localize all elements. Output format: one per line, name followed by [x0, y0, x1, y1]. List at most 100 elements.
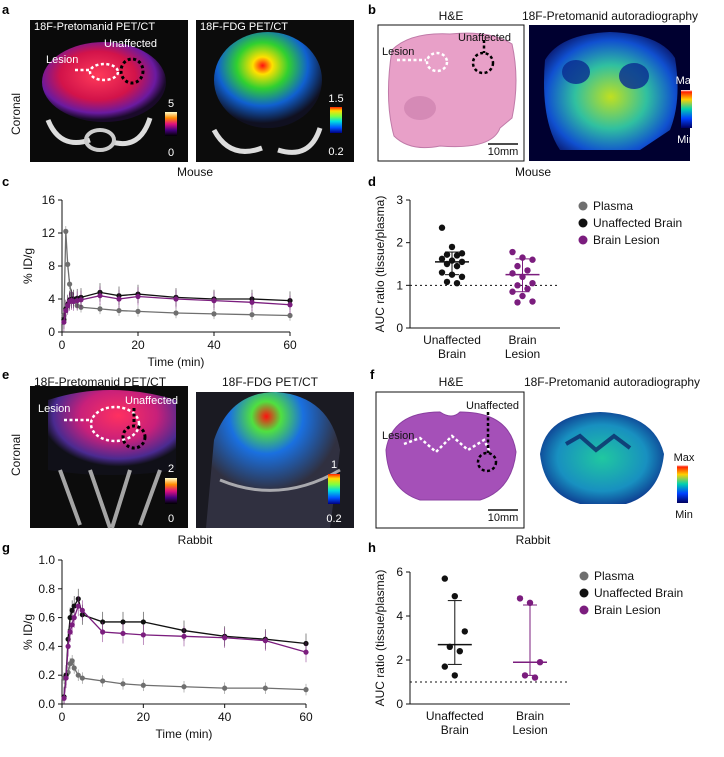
x-axis-title: Time (min)	[148, 355, 205, 369]
x-axis-title: Time (min)	[156, 727, 213, 741]
data-point	[303, 687, 309, 693]
data-point	[453, 262, 461, 270]
lesion-roi	[89, 405, 141, 443]
category-label: Brain	[516, 709, 544, 723]
data-point	[173, 310, 179, 316]
data-point	[451, 593, 458, 600]
data-point	[173, 296, 179, 302]
low-uptake-region	[565, 433, 632, 453]
data-point	[531, 674, 539, 681]
data-point	[536, 659, 544, 666]
legend-label: Plasma	[594, 569, 634, 583]
data-point	[249, 299, 255, 305]
chart-g: 0.0 0.2 0.4 0.6 0.8 1.0 0 20 40 60 Time (min) % ID/…	[21, 553, 313, 741]
y-tick-label: 0	[396, 321, 403, 335]
colorbar-jet	[330, 107, 342, 133]
data-point	[448, 271, 456, 278]
legend-label: Plasma	[593, 199, 633, 213]
data-point	[262, 638, 268, 644]
title-fdg-pet: 18F-FDG PET/CT	[222, 375, 319, 389]
data-point	[120, 619, 126, 625]
data-point	[438, 269, 446, 276]
data-point	[514, 299, 521, 306]
data-point	[438, 224, 446, 231]
data-point	[443, 260, 451, 268]
x-tick-label: 20	[131, 338, 145, 352]
panel-e: e Lesion Unaffected 2 0 18F-Pretomanid P…	[2, 367, 354, 547]
skull-bone	[211, 127, 323, 155]
scale-max: 1.5	[328, 93, 343, 105]
unaffected-roi	[121, 424, 147, 450]
colorbar-auto	[681, 90, 692, 128]
panel-g-letter: g	[2, 540, 10, 555]
low-uptake-region	[619, 63, 649, 89]
data-point	[100, 678, 106, 684]
lesion-label: Lesion	[382, 46, 414, 58]
data-point	[438, 255, 446, 263]
data-point	[75, 672, 81, 678]
x-tick-label: 0	[59, 710, 66, 724]
legend-marker	[579, 588, 589, 598]
panel-h-letter: h	[368, 540, 376, 555]
chart-c: 0 4 8 12 16 0 20 40 60 Time (min) % ID/g	[21, 193, 297, 369]
scale-min: 0	[168, 147, 174, 159]
data-point	[453, 252, 461, 259]
series-line	[63, 597, 307, 697]
data-point	[71, 665, 77, 671]
y-axis-title: AUC ratio (tissue/plasma)	[373, 570, 387, 707]
legend-marker	[579, 571, 589, 581]
he-tissue	[385, 411, 517, 501]
jaw-bone	[84, 128, 116, 152]
scale-max: 5	[168, 98, 174, 110]
data-point	[181, 684, 187, 690]
y-tick-label: 0.4	[38, 639, 55, 653]
scale-min: 0.2	[326, 513, 341, 525]
panel-f-letter: f	[370, 367, 375, 382]
legend-marker	[578, 201, 588, 211]
data-point	[63, 307, 69, 314]
panel-a: a Lesion Unaffected 5 0 18F-Pretomanid P…	[2, 2, 354, 179]
data-point	[509, 288, 516, 295]
title-pretomanid-pet: 18F-Pretomanid PET/CT	[34, 21, 155, 33]
lesion-roi	[425, 51, 449, 73]
data-point	[140, 632, 146, 638]
data-point	[524, 267, 531, 274]
data-point	[249, 312, 255, 318]
unaffected-label: Unaffected	[458, 32, 511, 44]
scale-max: 2	[168, 463, 174, 475]
y-tick-label: 4	[396, 609, 403, 623]
colorbar-fire	[165, 112, 177, 136]
data-point	[519, 254, 526, 261]
data-point	[443, 251, 451, 258]
data-point	[67, 281, 73, 287]
category-label: Brain	[438, 347, 466, 361]
lesion-label: Lesion	[38, 403, 70, 415]
y-tick-label: 2	[396, 653, 403, 667]
data-point	[514, 282, 521, 289]
data-point	[456, 648, 463, 655]
data-point	[71, 615, 77, 621]
panel-d-letter: d	[368, 174, 376, 189]
data-point	[453, 280, 461, 287]
data-point	[79, 607, 85, 614]
autoradiography-tissue	[540, 412, 664, 504]
unaffected-roi	[119, 57, 145, 85]
data-point	[116, 296, 122, 302]
data-point	[458, 258, 466, 266]
data-point	[529, 280, 536, 287]
fdg-signal	[206, 392, 340, 528]
data-point	[71, 603, 77, 609]
y-tick-label: 1	[396, 278, 403, 292]
lesion-label: Lesion	[46, 54, 78, 66]
y-tick-label: 0	[396, 697, 403, 711]
fdg-signal	[214, 32, 322, 128]
data-point	[69, 658, 75, 664]
lesion-roi	[88, 62, 120, 82]
title-he: H&E	[439, 375, 464, 389]
skull-bone	[219, 468, 341, 492]
title-fdg-pet: 18F-FDG PET/CT	[200, 21, 288, 33]
data-point	[519, 273, 526, 280]
data-point	[67, 629, 73, 635]
y-tick-label: 0.8	[38, 582, 55, 596]
